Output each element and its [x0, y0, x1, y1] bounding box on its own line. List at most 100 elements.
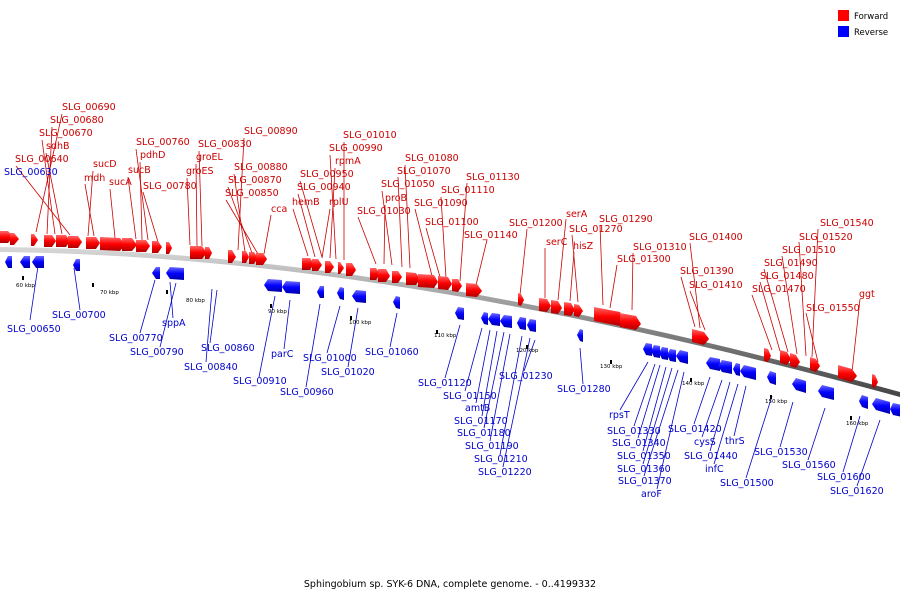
- gene-label-forward: groES: [186, 166, 214, 177]
- gene-label-reverse: amtB: [465, 403, 490, 414]
- gene-arrow-forward: [86, 237, 100, 249]
- gene-arrow-forward: [518, 293, 524, 306]
- gene-label-forward: SLG_01090: [414, 198, 468, 209]
- legend-forward-swatch: [838, 10, 849, 21]
- gene-arrow-reverse: [767, 371, 776, 385]
- gene-label-forward: sdhB: [46, 141, 70, 152]
- gene-label-forward: SLG_01270: [569, 224, 623, 235]
- gene-label-forward: serA: [566, 209, 588, 220]
- gene-label-reverse: SLG_01170: [454, 416, 508, 427]
- gene-arrow-reverse: [872, 398, 890, 414]
- gene-arrow-forward: [44, 235, 56, 247]
- gene-arrow-reverse: [32, 256, 44, 268]
- gene-arrow-forward: [594, 307, 625, 326]
- gene-arrow-reverse: [282, 281, 300, 294]
- gene-label-reverse: SLG_00790: [130, 347, 184, 358]
- gene-label-forward: SLG_00690: [62, 102, 116, 113]
- gene-label-reverse: SLG_01560: [782, 460, 836, 471]
- gene-arrow-forward: [152, 241, 162, 253]
- tick-label: 60 kbp: [16, 283, 35, 289]
- legend: Forward Reverse: [838, 10, 888, 38]
- gene-label-reverse: SLG_01530: [754, 447, 808, 458]
- gene-arrow-forward: [100, 237, 125, 251]
- gene-arrow-forward: [692, 329, 709, 345]
- gene-label-reverse: SLG_00700: [52, 310, 106, 321]
- gene-arrow-reverse: [5, 256, 12, 268]
- gene-label-reverse: SLG_01360: [617, 464, 671, 475]
- gene-arrow-forward: [205, 247, 212, 259]
- gene-arrow-forward: [228, 250, 236, 263]
- gene-label-reverse: sppA: [162, 318, 186, 329]
- gene-arrow-forward: [392, 271, 402, 283]
- gene-label-reverse: SLG_01000: [303, 353, 357, 364]
- gene-label-forward: SLG_00780: [143, 181, 197, 192]
- gene-label-reverse: SLG_00840: [184, 362, 238, 373]
- tick-label: 110 kbp: [434, 333, 457, 339]
- gene-label-reverse: SLG_01370: [618, 476, 672, 487]
- gene-label-forward: rpmA: [335, 156, 361, 167]
- gene-arrow-forward: [539, 298, 551, 312]
- gene-arrow-forward: [438, 276, 452, 290]
- genome-caption: Sphingobium sp. SYK-6 DNA, complete geno…: [304, 579, 596, 590]
- gene-label-forward: SLG_00680: [50, 115, 104, 126]
- gene-arrow-forward: [56, 235, 70, 247]
- gene-arrow-reverse: [792, 378, 806, 393]
- tick-label: 120 kbp: [516, 348, 539, 354]
- gene-arrow-forward: [242, 251, 249, 263]
- gene-label-forward: SLG_01100: [425, 217, 479, 228]
- scale-ticks: 60 kbp 70 kbp 80 kbp 90 kbp 100 kbp 110 …: [16, 276, 869, 427]
- forward-gene-labels: SLG_00690 SLG_00680 SLG_00670 sdhB SLG_0…: [4, 102, 875, 314]
- gene-label-reverse: SLG_01350: [617, 451, 671, 462]
- gene-arrow-reverse: [706, 357, 720, 371]
- gene-label-forward: SLG_01300: [617, 254, 671, 265]
- gene-label-forward: SLG_01110: [441, 185, 495, 196]
- gene-label-forward: SLG_01130: [466, 172, 520, 183]
- gene-arrow-reverse: [651, 345, 660, 358]
- gene-arrow-forward: [370, 268, 380, 280]
- gene-label-forward: ggt: [859, 289, 875, 300]
- gene-arrow-reverse: [676, 350, 688, 364]
- gene-label-reverse: SLG_01500: [720, 478, 774, 489]
- gene-label-forward: SLG_01550: [806, 303, 860, 314]
- gene-label-forward: SLG_01520: [799, 232, 853, 243]
- gene-arrow-reverse: [733, 363, 740, 376]
- gene-arrow-forward: [249, 252, 258, 264]
- gene-arrow-reverse: [166, 267, 184, 280]
- gene-label-forward: sucB: [128, 165, 151, 176]
- gene-arrow-forward: [574, 304, 583, 317]
- gene-label-forward: SLG_00940: [297, 182, 351, 193]
- tick-label: 150 kbp: [765, 399, 788, 405]
- gene-arrow-reverse: [659, 347, 668, 360]
- legend-reverse-label: Reverse: [854, 28, 888, 38]
- gene-label-reverse: SLG_01020: [321, 367, 375, 378]
- gene-label-forward: SLG_00760: [136, 137, 190, 148]
- gene-label-forward: groEL: [196, 152, 224, 163]
- gene-arrow-forward: [190, 246, 207, 259]
- gene-label-forward: SLG_01470: [752, 284, 806, 295]
- gene-arrow-forward: [256, 253, 267, 265]
- gene-label-reverse: SLG_01440: [684, 451, 738, 462]
- gene-arrow-reverse: [740, 365, 756, 380]
- gene-label-forward: SLG_00850: [225, 188, 279, 199]
- gene-label-forward: proB: [385, 193, 407, 204]
- gene-label-forward: hemB: [292, 197, 320, 208]
- gene-label-forward: SLG_01490: [764, 258, 818, 269]
- gene-label-forward: SLG_00830: [198, 139, 252, 150]
- forward-leader-lines: [15, 113, 861, 373]
- gene-label-forward: SLG_01070: [397, 166, 451, 177]
- gene-label-reverse: SLG_01180: [457, 428, 511, 439]
- gene-label-forward: rplU: [329, 197, 349, 208]
- gene-label-reverse: SLG_00960: [280, 387, 334, 398]
- genome-axis: [0, 247, 900, 397]
- gene-label-forward: mdh: [84, 173, 105, 184]
- gene-label-forward: SLG_01140: [464, 230, 518, 241]
- tick-label: 100 kbp: [349, 320, 372, 326]
- gene-label-forward: SLG_00880: [234, 162, 288, 173]
- gene-arrow-forward: [838, 365, 857, 382]
- gene-arrow-reverse: [643, 343, 652, 356]
- gene-label-forward: SLG_01540: [820, 218, 874, 229]
- gene-arrow-forward: [790, 353, 800, 368]
- gene-arrow-forward: [551, 300, 562, 314]
- gene-label-forward: SLG_00870: [228, 175, 282, 186]
